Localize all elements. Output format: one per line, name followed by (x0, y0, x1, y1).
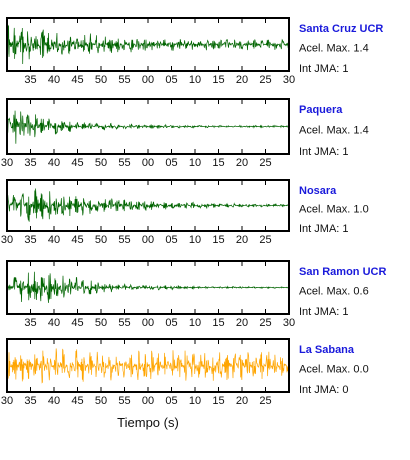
panel-3: 30 35 40 45 50 55 00 05 10 15 20 25 Nosara Acel. Max.… (1, 179, 369, 246)
x-tick-label: 20 (236, 395, 248, 407)
x-tick-label: 40 (48, 157, 60, 169)
x-tick-label: 35 (24, 395, 36, 407)
x-tick-label: 00 (142, 234, 154, 246)
x-tick-label: 15 (212, 157, 224, 169)
x-tick-label: 35 (24, 317, 36, 329)
x-tick-label: 20 (236, 74, 248, 86)
x-tick-label: 55 (118, 234, 130, 246)
x-tick-label: 25 (259, 395, 271, 407)
trace-4 (6, 271, 290, 303)
x-tick-label: 05 (165, 317, 177, 329)
x-tick-label: 45 (71, 395, 83, 407)
station-name: Santa Cruz UCR (299, 23, 383, 35)
x-tick-label: 20 (236, 157, 248, 169)
x-tick-label: 50 (95, 74, 107, 86)
x-tick-label: 30 (1, 157, 13, 169)
x-tick-label: 20 (236, 234, 248, 246)
jma-intensity-text: Int JMA: 1 (299, 63, 349, 75)
x-tick-label: 45 (71, 234, 83, 246)
x-tick-label: 40 (48, 74, 60, 86)
x-tick-label: 20 (236, 317, 248, 329)
accel-max-text: Acel. Max. 0.0 (299, 364, 369, 376)
trace-2 (6, 110, 290, 144)
x-tick-label: 50 (95, 234, 107, 246)
x-tick-label: 55 (118, 395, 130, 407)
x-tick-label: 15 (212, 234, 224, 246)
x-tick-label: 30 (283, 74, 295, 86)
jma-intensity-text: Int JMA: 1 (299, 306, 349, 318)
trace-1 (6, 24, 290, 64)
x-tick-label: 55 (118, 157, 130, 169)
x-tick-label: 00 (142, 395, 154, 407)
x-tick-label: 40 (48, 395, 60, 407)
x-tick-label: 50 (95, 317, 107, 329)
x-tick-label: 25 (259, 157, 271, 169)
x-tick-label: 00 (142, 157, 154, 169)
x-tick-label: 10 (189, 317, 201, 329)
x-tick-label: 15 (212, 74, 224, 86)
jma-intensity-text: Int JMA: 0 (299, 384, 349, 396)
panel-2: 30 35 40 45 50 55 00 05 10 15 20 25 Paquera Acel. Max… (1, 98, 369, 169)
x-tick-label: 05 (165, 157, 177, 169)
station-name: Nosara (299, 185, 337, 197)
station-name: Paquera (299, 104, 343, 116)
trace-5 (6, 348, 290, 384)
jma-intensity-text: Int JMA: 1 (299, 223, 349, 235)
x-axis-title: Tiempo (s) (117, 415, 179, 430)
x-tick-label: 30 (283, 317, 295, 329)
trace-3 (6, 188, 290, 222)
x-tick-label: 55 (118, 74, 130, 86)
accel-max-text: Acel. Max. 1.4 (299, 125, 369, 137)
x-tick-label: 30 (1, 234, 13, 246)
panel-1: 35 40 45 50 55 00 05 10 15 20 25 30 Santa Cruz UCR Ac… (6, 17, 383, 86)
x-tick-label: 40 (48, 234, 60, 246)
x-tick-label: 30 (1, 395, 13, 407)
accel-max-text: Acel. Max. 0.6 (299, 286, 369, 298)
panel-5: 30 35 40 45 50 55 00 05 10 15 20 25 La Sabana Acel. M… (1, 338, 369, 407)
x-tick-label: 25 (259, 234, 271, 246)
x-tick-label: 50 (95, 395, 107, 407)
panel-4: 35 40 45 50 55 00 05 10 15 20 25 30 San Ramon UCR Ace… (6, 260, 386, 329)
accel-max-text: Acel. Max. 1.0 (299, 204, 369, 216)
x-tick-label: 40 (48, 317, 60, 329)
x-tick-label: 05 (165, 74, 177, 86)
accel-max-text: Acel. Max. 1.4 (299, 43, 369, 55)
x-tick-label: 10 (189, 74, 201, 86)
x-tick-label: 10 (189, 395, 201, 407)
x-tick-label: 35 (24, 74, 36, 86)
x-tick-label: 55 (118, 317, 130, 329)
x-tick-label: 35 (24, 234, 36, 246)
x-tick-label: 45 (71, 317, 83, 329)
x-tick-label: 05 (165, 395, 177, 407)
x-tick-label: 45 (71, 157, 83, 169)
x-tick-label: 10 (189, 234, 201, 246)
station-name: San Ramon UCR (299, 266, 386, 278)
x-tick-label: 15 (212, 395, 224, 407)
x-tick-label: 05 (165, 234, 177, 246)
x-tick-label: 10 (189, 157, 201, 169)
x-tick-label: 15 (212, 317, 224, 329)
x-tick-label: 00 (142, 74, 154, 86)
x-tick-label: 35 (24, 157, 36, 169)
station-name: La Sabana (299, 344, 355, 356)
x-tick-label: 00 (142, 317, 154, 329)
jma-intensity-text: Int JMA: 1 (299, 146, 349, 158)
x-tick-label: 25 (259, 74, 271, 86)
x-tick-label: 45 (71, 74, 83, 86)
x-tick-label: 25 (259, 317, 271, 329)
x-tick-label: 50 (95, 157, 107, 169)
